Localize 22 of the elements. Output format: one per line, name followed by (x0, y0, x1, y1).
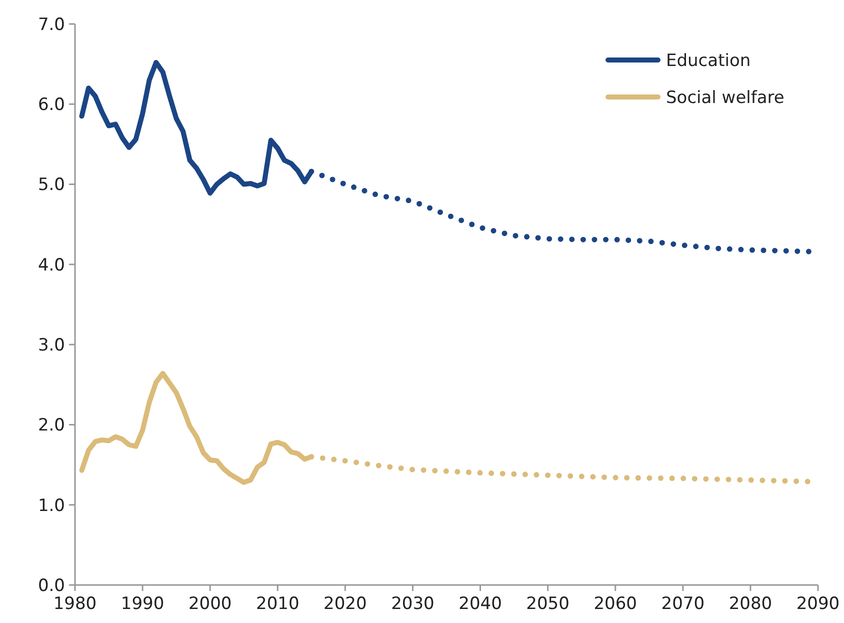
y-tick-label: 3.0 (38, 336, 65, 356)
x-tick-label: 1990 (120, 594, 164, 614)
x-tick-label: 2090 (796, 594, 840, 614)
x-tick-label: 1980 (53, 594, 97, 614)
x-tick-label: 2080 (728, 594, 772, 614)
y-tick-label: 1.0 (38, 496, 65, 516)
x-tick-label: 2050 (526, 594, 570, 614)
x-tick-label: 2010 (256, 594, 300, 614)
y-tick-label: 5.0 (38, 175, 65, 196)
x-tick-label: 2060 (594, 594, 637, 614)
x-tick-label: 2030 (391, 594, 434, 614)
y-tick-label: 4.0 (38, 255, 65, 276)
y-tick-label: 7.0 (38, 14, 65, 35)
y-tick-label: 0.0 (38, 576, 65, 596)
x-tick-label: 2070 (661, 594, 705, 614)
x-tick-label: 2040 (458, 594, 502, 614)
x-tick-label: 2020 (324, 594, 367, 614)
legend-label: Education (666, 50, 751, 71)
y-tick-label: 2.0 (38, 416, 65, 436)
legend-label: Social welfare (666, 88, 784, 108)
y-tick-label: 6.0 (38, 95, 65, 116)
x-tick-label: 2000 (188, 594, 232, 614)
